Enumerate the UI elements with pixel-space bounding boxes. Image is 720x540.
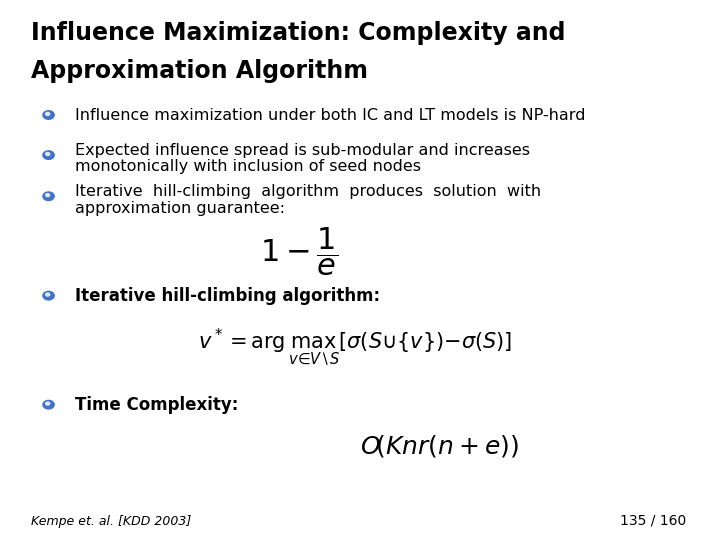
Text: Expected influence spread is sub-modular and increases: Expected influence spread is sub-modular… — [76, 143, 531, 158]
Text: Approximation Algorithm: Approximation Algorithm — [31, 59, 368, 83]
Text: approximation guarantee:: approximation guarantee: — [76, 200, 285, 215]
Circle shape — [45, 112, 50, 116]
Text: monotonically with inclusion of seed nodes: monotonically with inclusion of seed nod… — [76, 159, 421, 174]
Text: 135 / 160: 135 / 160 — [620, 514, 686, 528]
Circle shape — [45, 152, 50, 156]
Circle shape — [45, 402, 50, 405]
Text: $O\!\left(Knr(n+e)\right)$: $O\!\left(Knr(n+e)\right)$ — [360, 434, 519, 460]
Circle shape — [43, 151, 54, 159]
Text: Kempe et. al. [KDD 2003]: Kempe et. al. [KDD 2003] — [31, 515, 192, 528]
Text: Influence maximization under both IC and LT models is NP-hard: Influence maximization under both IC and… — [76, 107, 586, 123]
Text: Iterative hill-climbing algorithm:: Iterative hill-climbing algorithm: — [76, 287, 380, 305]
Circle shape — [43, 192, 54, 200]
Circle shape — [45, 194, 50, 197]
Text: $1 - \dfrac{1}{e}$: $1 - \dfrac{1}{e}$ — [259, 225, 338, 278]
Text: Time Complexity:: Time Complexity: — [76, 396, 239, 414]
Circle shape — [43, 400, 54, 409]
Circle shape — [43, 292, 54, 300]
Text: Iterative  hill-climbing  algorithm  produces  solution  with: Iterative hill-climbing algorithm produc… — [76, 185, 541, 199]
Text: $v^* = \arg\max_{v \in V \setminus S}\left[\sigma(S \cup \{v\}) - \sigma(S)\righ: $v^* = \arg\max_{v \in V \setminus S}\le… — [198, 327, 512, 368]
Text: Influence Maximization: Complexity and: Influence Maximization: Complexity and — [31, 22, 565, 45]
Circle shape — [45, 293, 50, 296]
Circle shape — [43, 111, 54, 119]
